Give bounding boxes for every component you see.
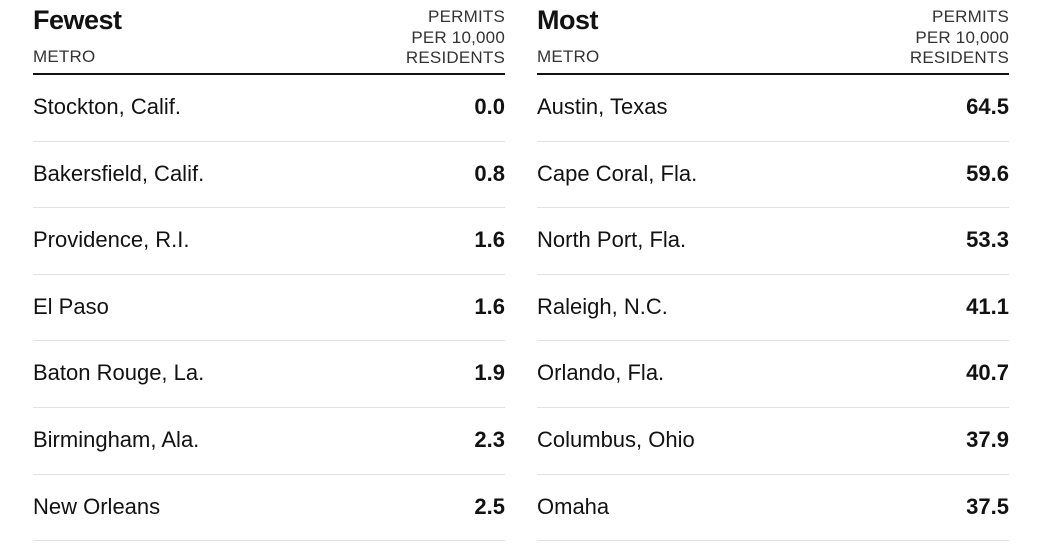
metro-name: Stockton, Calif.: [33, 94, 181, 119]
fewest-metro-column-header: METRO: [33, 47, 96, 66]
fewest-title: Fewest: [33, 5, 122, 35]
permits-value: 1.6: [474, 293, 505, 319]
most-table: Most METRO PERMITS PER 10,000 RESIDENTS …: [537, 0, 1009, 542]
metro-name: Omaha: [537, 493, 610, 519]
most-table-header: Most METRO PERMITS PER 10,000 RESIDENTS: [537, 0, 1009, 75]
fewest-table-header: Fewest METRO PERMITS PER 10,000 RESIDENT…: [33, 0, 505, 75]
permits-value: 0.0: [474, 94, 505, 119]
most-rows: Austin, Texas 64.5 Cape Coral, Fla. 59.6…: [537, 75, 1009, 542]
metro-name: North Port, Fla.: [537, 227, 687, 253]
table-row: New Orleans 2.5: [33, 475, 505, 542]
permits-value: 40.7: [966, 360, 1009, 386]
permits-header-line: PERMITS: [932, 7, 1009, 26]
permits-value: 41.1: [966, 293, 1009, 319]
permits-value: 2.5: [474, 493, 505, 519]
metro-name: Columbus, Ohio: [537, 426, 695, 452]
table-row: Orlando, Fla. 40.7: [537, 341, 1009, 408]
metro-name: Cape Coral, Fla.: [537, 160, 698, 186]
permits-header-line: PER 10,000: [915, 27, 1009, 47]
permits-value: 59.6: [966, 160, 1009, 186]
table-row: Columbus, Ohio 37.9: [537, 408, 1009, 475]
fewest-table: Fewest METRO PERMITS PER 10,000 RESIDENT…: [33, 0, 505, 542]
table-row: Birmingham, Ala. 2.3: [33, 408, 505, 475]
table-row: Baton Rouge, La. 1.9: [33, 341, 505, 408]
permits-value: 37.5: [966, 493, 1009, 519]
table-row: El Paso 1.6: [33, 275, 505, 342]
table-row: Providence, R.I. 1.6: [33, 208, 505, 275]
table-row: Omaha 37.5: [537, 475, 1009, 542]
metro-name: Orlando, Fla.: [537, 360, 665, 386]
table-row: Raleigh, N.C. 41.1: [537, 275, 1009, 342]
metro-name: New Orleans: [33, 493, 161, 519]
table-row: North Port, Fla. 53.3: [537, 208, 1009, 275]
table-row: Bakersfield, Calif. 0.8: [33, 142, 505, 209]
most-title: Most: [537, 5, 599, 35]
metro-name: Raleigh, N.C.: [537, 293, 668, 319]
permits-header-line: PER 10,000: [411, 27, 505, 47]
permits-value: 1.6: [474, 227, 505, 253]
permits-value: 53.3: [966, 227, 1009, 253]
permits-header-line: RESIDENTS: [909, 48, 1009, 67]
metro-name: El Paso: [33, 293, 109, 319]
most-permits-column-header: PERMITS PER 10,000 RESIDENTS: [910, 7, 1009, 69]
most-metro-column-header: METRO: [537, 47, 600, 66]
metro-name: Providence, R.I.: [33, 227, 190, 253]
permits-header-line: PERMITS: [428, 7, 505, 26]
metro-name: Baton Rouge, La.: [33, 360, 205, 386]
table-row: Stockton, Calif. 0.0: [33, 75, 505, 142]
table-row: Austin, Texas 64.5: [537, 75, 1009, 142]
table-row: Cape Coral, Fla. 59.6: [537, 142, 1009, 209]
metro-name: Bakersfield, Calif.: [33, 160, 205, 186]
fewest-permits-column-header: PERMITS PER 10,000 RESIDENTS: [406, 7, 505, 69]
permits-value: 37.9: [966, 426, 1009, 452]
permits-value: 1.9: [474, 360, 505, 386]
permits-value: 0.8: [474, 160, 505, 186]
permits-header-line: RESIDENTS: [405, 48, 505, 67]
metro-name: Birmingham, Ala.: [33, 426, 200, 452]
fewest-rows: Stockton, Calif. 0.0 Bakersfield, Calif.…: [33, 75, 505, 542]
permits-value: 64.5: [966, 94, 1009, 119]
permits-value: 2.3: [474, 426, 505, 452]
metro-name: Austin, Texas: [537, 94, 668, 119]
